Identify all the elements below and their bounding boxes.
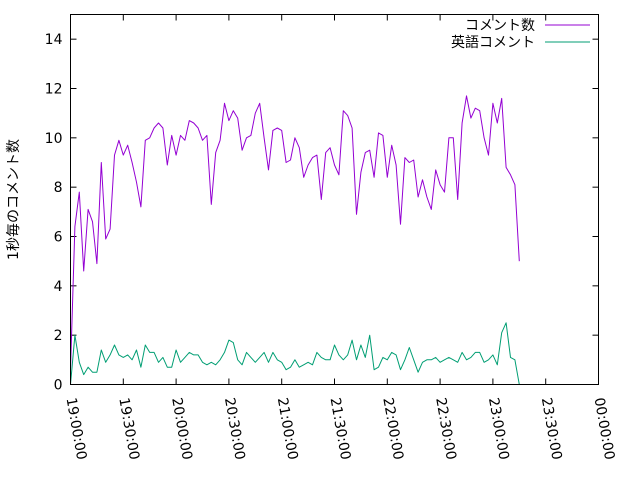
series-lines — [70, 95, 520, 385]
x-tick-label: 21:00:00 — [274, 396, 301, 461]
x-tick-label: 20:00:00 — [168, 396, 195, 461]
x-tick-label: 23:30:00 — [538, 396, 565, 461]
x-tick-labels: 19:00:00 19:30:00 20:00:00 20:30:00 21:00:00… — [63, 396, 618, 461]
y-tick-label: 8 — [54, 180, 63, 196]
y-tick-label: 6 — [54, 230, 63, 246]
tick-marks — [70, 14, 599, 385]
x-tick-label: 20:30:00 — [221, 396, 248, 461]
x-tick-label: 21:30:00 — [327, 396, 354, 461]
y-tick-label: 14 — [45, 32, 63, 48]
series-line-0 — [70, 95, 520, 370]
plot-frame — [70, 14, 599, 385]
x-tick-label: 19:00:00 — [63, 396, 90, 461]
x-tick-label: 22:00:00 — [379, 396, 406, 461]
legend-label: コメント数 — [465, 18, 535, 34]
legend-label: 英語コメント — [451, 34, 535, 51]
y-tick-labels: 0 2 4 6 8 10 12 14 — [45, 32, 63, 393]
x-tick-label: 22:30:00 — [432, 396, 459, 461]
x-tick-label: 23:00:00 — [485, 396, 512, 461]
x-tick-label: 00:00:00 — [591, 396, 618, 461]
x-tick-label: 19:30:00 — [115, 396, 142, 461]
y-tick-label: 2 — [54, 328, 63, 344]
y-tick-label: 10 — [45, 131, 63, 147]
series-line-1 — [70, 322, 520, 385]
y-tick-label: 12 — [45, 82, 63, 98]
y-axis-label: 1秒毎のコメント数 — [6, 139, 22, 260]
y-tick-label: 4 — [54, 279, 63, 295]
y-tick-label: 0 — [54, 378, 63, 394]
